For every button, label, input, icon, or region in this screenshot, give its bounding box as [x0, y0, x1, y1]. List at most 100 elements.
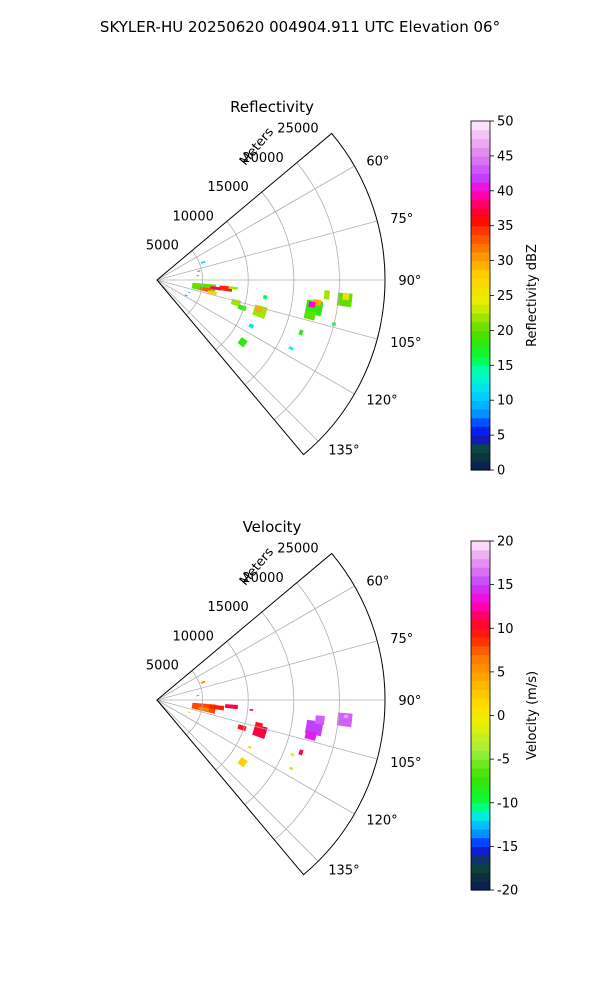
- reflectivity-colorbar-band: [471, 347, 490, 358]
- velocity-azimuth-tick-label: 90°: [398, 694, 421, 709]
- reflectivity-data-cell: [288, 346, 294, 351]
- reflectivity-colorbar-band: [471, 461, 490, 471]
- reflectivity-colorbar-tick-label: 5: [497, 429, 505, 444]
- reflectivity-colorbar-band: [471, 182, 490, 192]
- reflectivity-colorbar-band: [471, 321, 490, 331]
- reflectivity-colorbar-band: [471, 147, 490, 157]
- reflectivity-colorbar-band: [471, 417, 490, 427]
- reflectivity-data-cell: [228, 286, 238, 290]
- velocity-colorbar-band: [471, 671, 490, 682]
- velocity-colorbar-band: [471, 724, 490, 734]
- reflectivity-colorbar-tick-label: 10: [497, 394, 514, 409]
- velocity-data-cell: [252, 724, 268, 739]
- reflectivity-data-cell: [196, 275, 200, 277]
- reflectivity-colorbar-band: [471, 225, 490, 236]
- reflectivity-colorbar-band: [471, 374, 490, 384]
- reflectivity-azimuth-tick-label: 120°: [366, 394, 397, 409]
- velocity-colorbar-band: [471, 863, 490, 874]
- reflectivity-colorbar-band: [471, 286, 490, 297]
- velocity-data-cell: [187, 711, 191, 714]
- reflectivity-range-tick-label: 15000: [207, 180, 248, 195]
- velocity-data-cell: [224, 704, 239, 710]
- velocity-data-cell: [247, 745, 252, 749]
- reflectivity-data-cell: [200, 260, 206, 264]
- reflectivity-data-cell: [207, 290, 217, 296]
- reflectivity-colorbar-band: [471, 155, 490, 166]
- reflectivity-range-tick-label: 5000: [146, 239, 179, 254]
- velocity-panel-title: Velocity: [243, 518, 302, 536]
- reflectivity-colorbar-tick-label: 20: [497, 324, 514, 339]
- reflectivity-colorbar-band: [471, 129, 490, 140]
- velocity-colorbar-band: [471, 558, 490, 568]
- reflectivity-colorbar-band: [471, 356, 490, 366]
- reflectivity-data-cell: [237, 304, 247, 312]
- velocity-data-cell: [254, 721, 263, 730]
- reflectivity-data-cell: [308, 301, 316, 308]
- velocity-colorbar-band: [471, 602, 490, 612]
- reflectivity-azimuth-tick-label: 75°: [390, 212, 413, 227]
- reflectivity-colorbar-band: [471, 382, 490, 393]
- velocity-colorbar-tick-label: 15: [497, 578, 514, 593]
- velocity-azimuth-tick-label: 135°: [328, 863, 359, 878]
- velocity-data-cell: [343, 714, 349, 719]
- reflectivity-azimuth-tick-label: 105°: [390, 336, 421, 351]
- velocity-colorbar-band: [471, 610, 490, 621]
- velocity-range-tick-label: 20000: [242, 571, 283, 586]
- reflectivity-colorbar-tick-label: 35: [497, 219, 514, 234]
- velocity-data-cell: [288, 766, 294, 771]
- velocity-data-cell: [249, 708, 254, 711]
- reflectivity-range-ring: [215, 221, 249, 351]
- reflectivity-data-cell: [237, 337, 248, 348]
- reflectivity-azimuth-spoke: [156, 279, 355, 395]
- reflectivity-colorbar-tick-label: 0: [497, 464, 505, 479]
- velocity-data-cell: [200, 680, 206, 684]
- reflectivity-colorbar-tick-label: 50: [497, 115, 514, 130]
- velocity-azimuth-spoke: [156, 699, 378, 760]
- velocity-colorbar-band: [471, 698, 490, 708]
- reflectivity-colorbar-band: [471, 435, 490, 445]
- reflectivity-colorbar-band: [471, 164, 490, 174]
- velocity-colorbar-band: [471, 680, 490, 690]
- velocity-sector-frame: [156, 552, 386, 876]
- reflectivity-data-cell: [197, 270, 201, 272]
- velocity-colorbar-tick-label: 10: [497, 622, 514, 637]
- velocity-colorbar-band: [471, 759, 490, 769]
- figure-title: SKYLER-HU 20250620 004904.911 UTC Elevat…: [100, 18, 500, 36]
- velocity-range-tick-label: 5000: [146, 659, 179, 674]
- velocity-data-cell: [290, 752, 295, 757]
- velocity-data-cell: [197, 706, 210, 712]
- velocity-colorbar-band: [471, 794, 490, 804]
- reflectivity-colorbar-tick-label: 40: [497, 184, 514, 199]
- reflectivity-data-cell: [298, 329, 304, 336]
- velocity-colorbar-band: [471, 785, 490, 795]
- reflectivity-sector-frame: [156, 132, 386, 456]
- velocity-range-ring: [244, 611, 295, 806]
- velocity-colorbar-band: [471, 837, 490, 847]
- velocity-colorbar-tick-label: -5: [497, 753, 510, 768]
- velocity-data-cell: [314, 715, 325, 725]
- velocity-colorbar-band: [471, 872, 490, 882]
- reflectivity-colorbar-band: [471, 443, 490, 454]
- reflectivity-azimuth-spoke: [156, 220, 378, 281]
- velocity-colorbar-band: [471, 575, 490, 586]
- reflectivity-colorbar-band: [471, 190, 490, 201]
- reflectivity-colorbar-tick-label: 15: [497, 359, 514, 374]
- reflectivity-colorbar-band: [471, 138, 490, 148]
- velocity-colorbar-tick-label: 5: [497, 665, 505, 680]
- reflectivity-data-cell: [248, 323, 255, 329]
- velocity-colorbar-band: [471, 732, 490, 743]
- velocity-azimuth-spoke: [156, 640, 378, 701]
- reflectivity-colorbar-band: [471, 173, 490, 183]
- velocity-colorbar-band: [471, 593, 490, 603]
- reflectivity-azimuth-tick-label: 90°: [398, 274, 421, 289]
- velocity-colorbar-band: [471, 820, 490, 830]
- velocity-azimuth-spoke: [156, 699, 355, 815]
- velocity-data-cell: [237, 724, 247, 732]
- velocity-colorbar-band: [471, 645, 490, 656]
- velocity-colorbar-band: [471, 715, 490, 725]
- reflectivity-data-cell: [187, 291, 191, 294]
